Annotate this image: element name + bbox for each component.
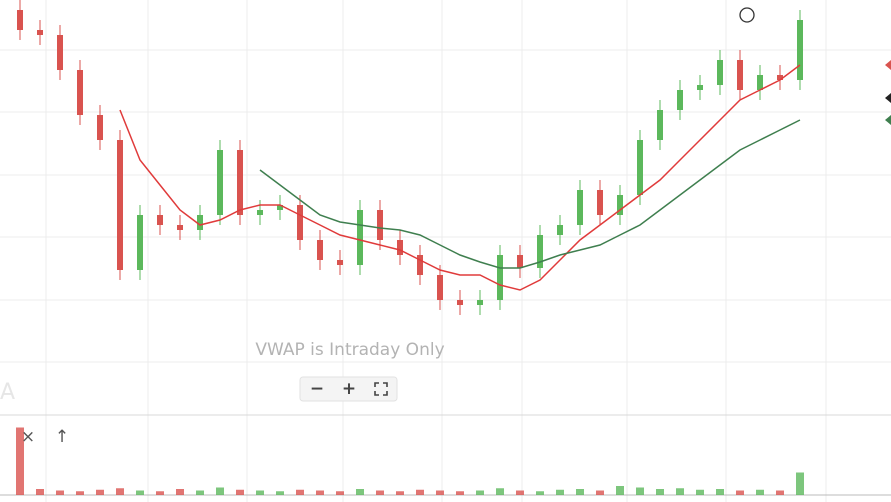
candle-body [77, 70, 83, 115]
candle-body [217, 150, 223, 215]
candle-body [397, 240, 403, 255]
volume-bar [156, 491, 164, 495]
volume-bar [76, 491, 84, 495]
candle-body [437, 275, 443, 300]
volume-bar [96, 489, 104, 495]
volume-bar [356, 489, 364, 495]
move-pane[interactable]: ↑ [55, 427, 69, 447]
candle-body [257, 210, 263, 215]
notice: VWAP is Intraday Only [255, 340, 444, 360]
volume-bar [316, 490, 324, 495]
fullscreen[interactable] [374, 382, 388, 396]
moving-average [259, 119, 801, 269]
volume-bar [576, 489, 584, 495]
volume-bar [616, 486, 624, 495]
volume-bar [36, 489, 44, 495]
volume-bar [696, 489, 704, 495]
volume-bar [16, 427, 24, 495]
plot [16, 0, 804, 495]
candle-body [357, 210, 363, 265]
moving-average [119, 64, 801, 291]
zoom-out[interactable]: − [310, 379, 324, 399]
volume-bar [516, 490, 524, 495]
volume-bar [416, 489, 424, 495]
candle-body [497, 255, 503, 300]
controls-box [299, 376, 398, 402]
volume-bar [176, 489, 184, 495]
volume-bar [596, 490, 604, 495]
candle-body [737, 60, 743, 90]
candle-body [677, 90, 683, 110]
candle-body [297, 205, 303, 240]
volume-bar [716, 489, 724, 495]
candle-body [17, 10, 23, 30]
candle-body [277, 205, 283, 210]
candle-body [377, 210, 383, 240]
candle-body [617, 195, 623, 215]
candle-body [97, 115, 103, 140]
candle-body [457, 300, 463, 305]
volume-bar [756, 489, 764, 495]
candle-body [517, 255, 523, 268]
volume-bar [116, 488, 124, 495]
volume-bar [676, 488, 684, 495]
volume-bar [256, 490, 264, 495]
volume-bar [216, 487, 224, 495]
volume-bar [196, 490, 204, 495]
volume-bar [476, 490, 484, 495]
candle-body [537, 235, 543, 268]
candle-body [657, 110, 663, 140]
volume-bar [376, 490, 384, 495]
volume-bar [56, 490, 64, 495]
watermark: A [0, 380, 15, 405]
candle-body [797, 20, 803, 80]
volume-bar [796, 472, 804, 495]
candle-body [477, 300, 483, 305]
volume-bar [736, 490, 744, 495]
candle-body [137, 215, 143, 270]
volume-bar [236, 489, 244, 495]
zoom-in[interactable]: + [342, 379, 356, 399]
volume-bar [536, 491, 544, 495]
candle-body [157, 215, 163, 225]
candle-body [577, 190, 583, 225]
volume-bar [396, 491, 404, 495]
candle-body [57, 35, 63, 70]
candle-body [37, 30, 43, 35]
candle-body [637, 140, 643, 195]
zoom-controls: − + [299, 376, 398, 402]
candle-body [597, 190, 603, 215]
volume-bar [656, 489, 664, 495]
candle-body [317, 240, 323, 260]
candle-body [557, 225, 563, 235]
volume-bar [296, 489, 304, 495]
volume-bar [336, 491, 344, 495]
volume-bar [556, 489, 564, 495]
volume-bar [276, 491, 284, 495]
close-pane[interactable]: × [21, 427, 35, 447]
candle-body [117, 140, 123, 270]
candle-body [757, 75, 763, 90]
candle-body [417, 255, 423, 275]
volume-bar [776, 490, 784, 495]
volume-bar [456, 491, 464, 495]
side-markers [885, 60, 891, 125]
volume-bar [496, 488, 504, 495]
candle-body [197, 215, 203, 230]
crosshair-marker [739, 7, 755, 23]
candle-body [237, 150, 243, 215]
volume-bar [436, 490, 444, 495]
candle-body [717, 60, 723, 85]
candle-body [337, 260, 343, 265]
candle-body [777, 75, 783, 80]
volume-bar [136, 490, 144, 495]
candle-body [697, 85, 703, 90]
volume-bar [636, 487, 644, 495]
candle-body [177, 225, 183, 230]
